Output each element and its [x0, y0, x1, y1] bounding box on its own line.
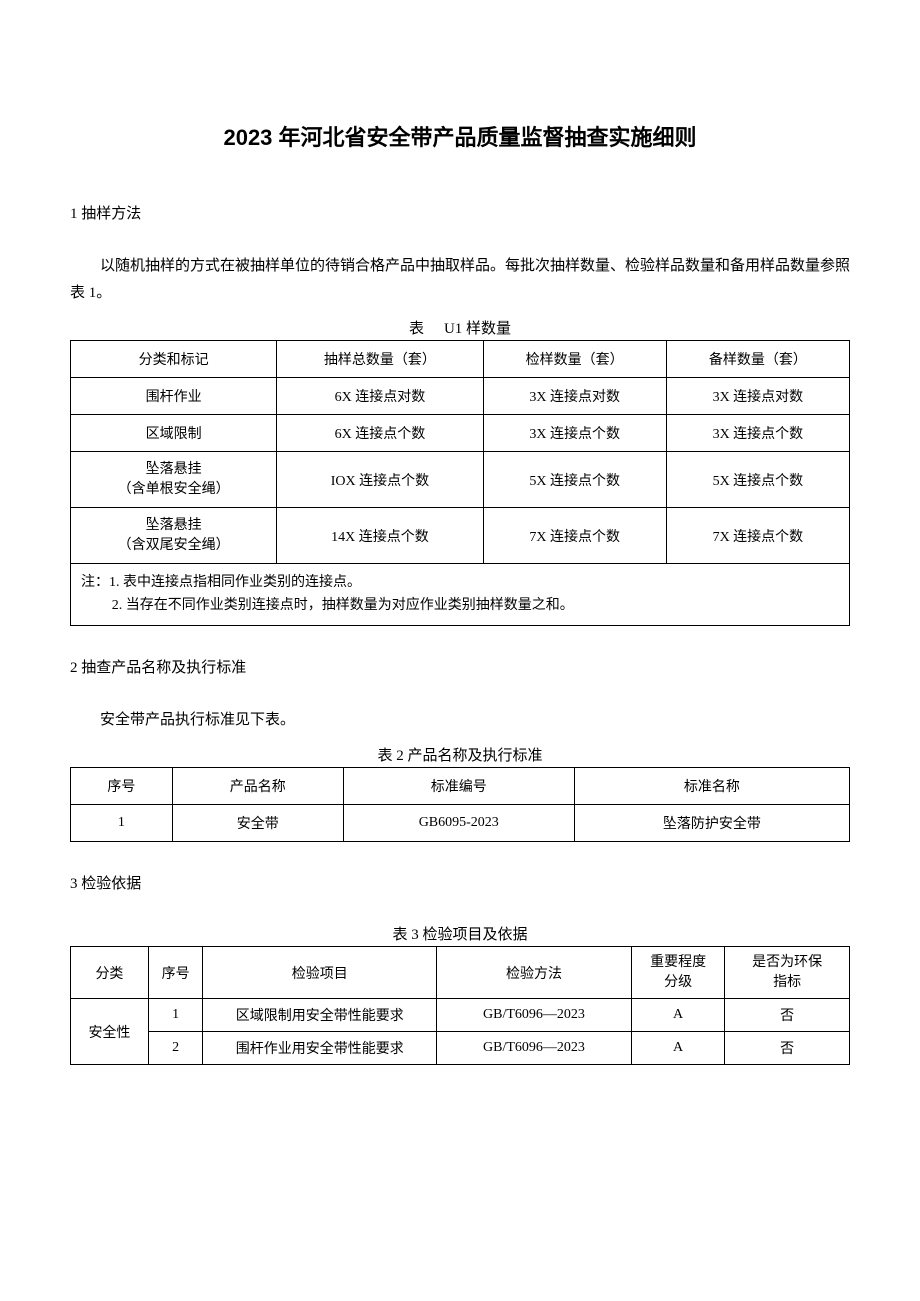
table2-header-0: 序号: [71, 768, 173, 805]
section1-heading: 1 抽样方法: [70, 202, 850, 223]
table1: 分类和标记 抽样总数量（套） 检样数量（套） 备样数量（套） 围杆作业 6X 连…: [70, 340, 850, 626]
table1-cell: 3X 连接点对数: [483, 378, 666, 415]
table3-cell: 围杆作业用安全带性能要求: [203, 1032, 437, 1065]
table1-cell: 3X 连接点个数: [483, 415, 666, 452]
table1-caption-right: U1 样数量: [444, 317, 511, 338]
table1-note-line1: 注：1. 表中连接点指相同作业类别的连接点。: [81, 572, 839, 594]
table3-cell: GB/T6096—2023: [437, 1032, 632, 1065]
table2-cell: 1: [71, 805, 173, 842]
table1-note-line2: 2. 当存在不同作业类别连接点时，抽样数量为对应作业类别抽样数量之和。: [81, 595, 839, 617]
table1-caption: 表 U1 样数量: [70, 317, 850, 338]
table1-cell: 7X 连接点个数: [483, 508, 666, 564]
table1-cell: 7X 连接点个数: [666, 508, 849, 564]
table1-header-3: 备样数量（套）: [666, 341, 849, 378]
table1-cell: 14X 连接点个数: [277, 508, 483, 564]
table1-header-0: 分类和标记: [71, 341, 277, 378]
table-row: 坠落悬挂（含双尾安全绳） 14X 连接点个数 7X 连接点个数 7X 连接点个数: [71, 508, 850, 564]
table2-header-2: 标准编号: [343, 768, 574, 805]
section3-heading: 3 检验依据: [70, 872, 850, 893]
table3-cell: A: [631, 1032, 724, 1065]
table3-caption: 表 3 检验项目及依据: [70, 923, 850, 944]
table1-cell: 3X 连接点对数: [666, 378, 849, 415]
table1-cell: 5X 连接点个数: [666, 452, 849, 508]
table3-cell: A: [631, 999, 724, 1032]
table2: 序号 产品名称 标准编号 标准名称 1 安全带 GB6095-2023 坠落防护…: [70, 767, 850, 842]
table3-header-5: 是否为环保指标: [725, 947, 850, 999]
table1-cell: 区域限制: [71, 415, 277, 452]
table1-cell: 6X 连接点个数: [277, 415, 483, 452]
table2-cell: GB6095-2023: [343, 805, 574, 842]
table1-header-1: 抽样总数量（套）: [277, 341, 483, 378]
section2-heading: 2 抽查产品名称及执行标准: [70, 656, 850, 677]
table3-header-1: 序号: [148, 947, 203, 999]
table3-cell: 否: [725, 1032, 850, 1065]
table2-header-3: 标准名称: [574, 768, 849, 805]
table2-cell: 安全带: [172, 805, 343, 842]
document-title: 2023 年河北省安全带产品质量监督抽查实施细则: [70, 120, 850, 152]
section2-paragraph: 安全带产品执行标准见下表。: [70, 707, 850, 734]
table3-cell: 否: [725, 999, 850, 1032]
table3-cell: 2: [148, 1032, 203, 1065]
table2-header-row: 序号 产品名称 标准编号 标准名称: [71, 768, 850, 805]
table3-cell: 区域限制用安全带性能要求: [203, 999, 437, 1032]
table-row: 坠落悬挂（含单根安全绳） IOX 连接点个数 5X 连接点个数 5X 连接点个数: [71, 452, 850, 508]
table-row: 安全性 1 区域限制用安全带性能要求 GB/T6096—2023 A 否: [71, 999, 850, 1032]
section1-paragraph: 以随机抽样的方式在被抽样单位的待销合格产品中抽取样品。每批次抽样数量、检验样品数…: [70, 253, 850, 307]
table3-header-0: 分类: [71, 947, 149, 999]
table2-cell: 坠落防护安全带: [574, 805, 849, 842]
table1-header-2: 检样数量（套）: [483, 341, 666, 378]
table-row: 区域限制 6X 连接点个数 3X 连接点个数 3X 连接点个数: [71, 415, 850, 452]
table1-caption-left: 表: [409, 317, 424, 338]
table-row: 2 围杆作业用安全带性能要求 GB/T6096—2023 A 否: [71, 1032, 850, 1065]
table3-header-4: 重要程度分级: [631, 947, 724, 999]
table3-cell: 1: [148, 999, 203, 1032]
table-row: 围杆作业 6X 连接点对数 3X 连接点对数 3X 连接点对数: [71, 378, 850, 415]
table1-header-row: 分类和标记 抽样总数量（套） 检样数量（套） 备样数量（套）: [71, 341, 850, 378]
table3-header-2: 检验项目: [203, 947, 437, 999]
table1-cell: IOX 连接点个数: [277, 452, 483, 508]
table1-cell: 5X 连接点个数: [483, 452, 666, 508]
table1-note-row: 注：1. 表中连接点指相同作业类别的连接点。 2. 当存在不同作业类别连接点时，…: [71, 564, 850, 626]
table3-header-row: 分类 序号 检验项目 检验方法 重要程度分级 是否为环保指标: [71, 947, 850, 999]
table1-cell: 坠落悬挂（含单根安全绳）: [71, 452, 277, 508]
table3-category-cell: 安全性: [71, 999, 149, 1065]
table3-cell: GB/T6096—2023: [437, 999, 632, 1032]
table1-cell: 6X 连接点对数: [277, 378, 483, 415]
table3-header-3: 检验方法: [437, 947, 632, 999]
table1-cell: 坠落悬挂（含双尾安全绳）: [71, 508, 277, 564]
table-row: 1 安全带 GB6095-2023 坠落防护安全带: [71, 805, 850, 842]
table2-header-1: 产品名称: [172, 768, 343, 805]
table3: 分类 序号 检验项目 检验方法 重要程度分级 是否为环保指标 安全性 1 区域限…: [70, 946, 850, 1065]
table1-cell: 围杆作业: [71, 378, 277, 415]
table1-cell: 3X 连接点个数: [666, 415, 849, 452]
table1-note-cell: 注：1. 表中连接点指相同作业类别的连接点。 2. 当存在不同作业类别连接点时，…: [71, 564, 850, 626]
table2-caption: 表 2 产品名称及执行标准: [70, 744, 850, 765]
